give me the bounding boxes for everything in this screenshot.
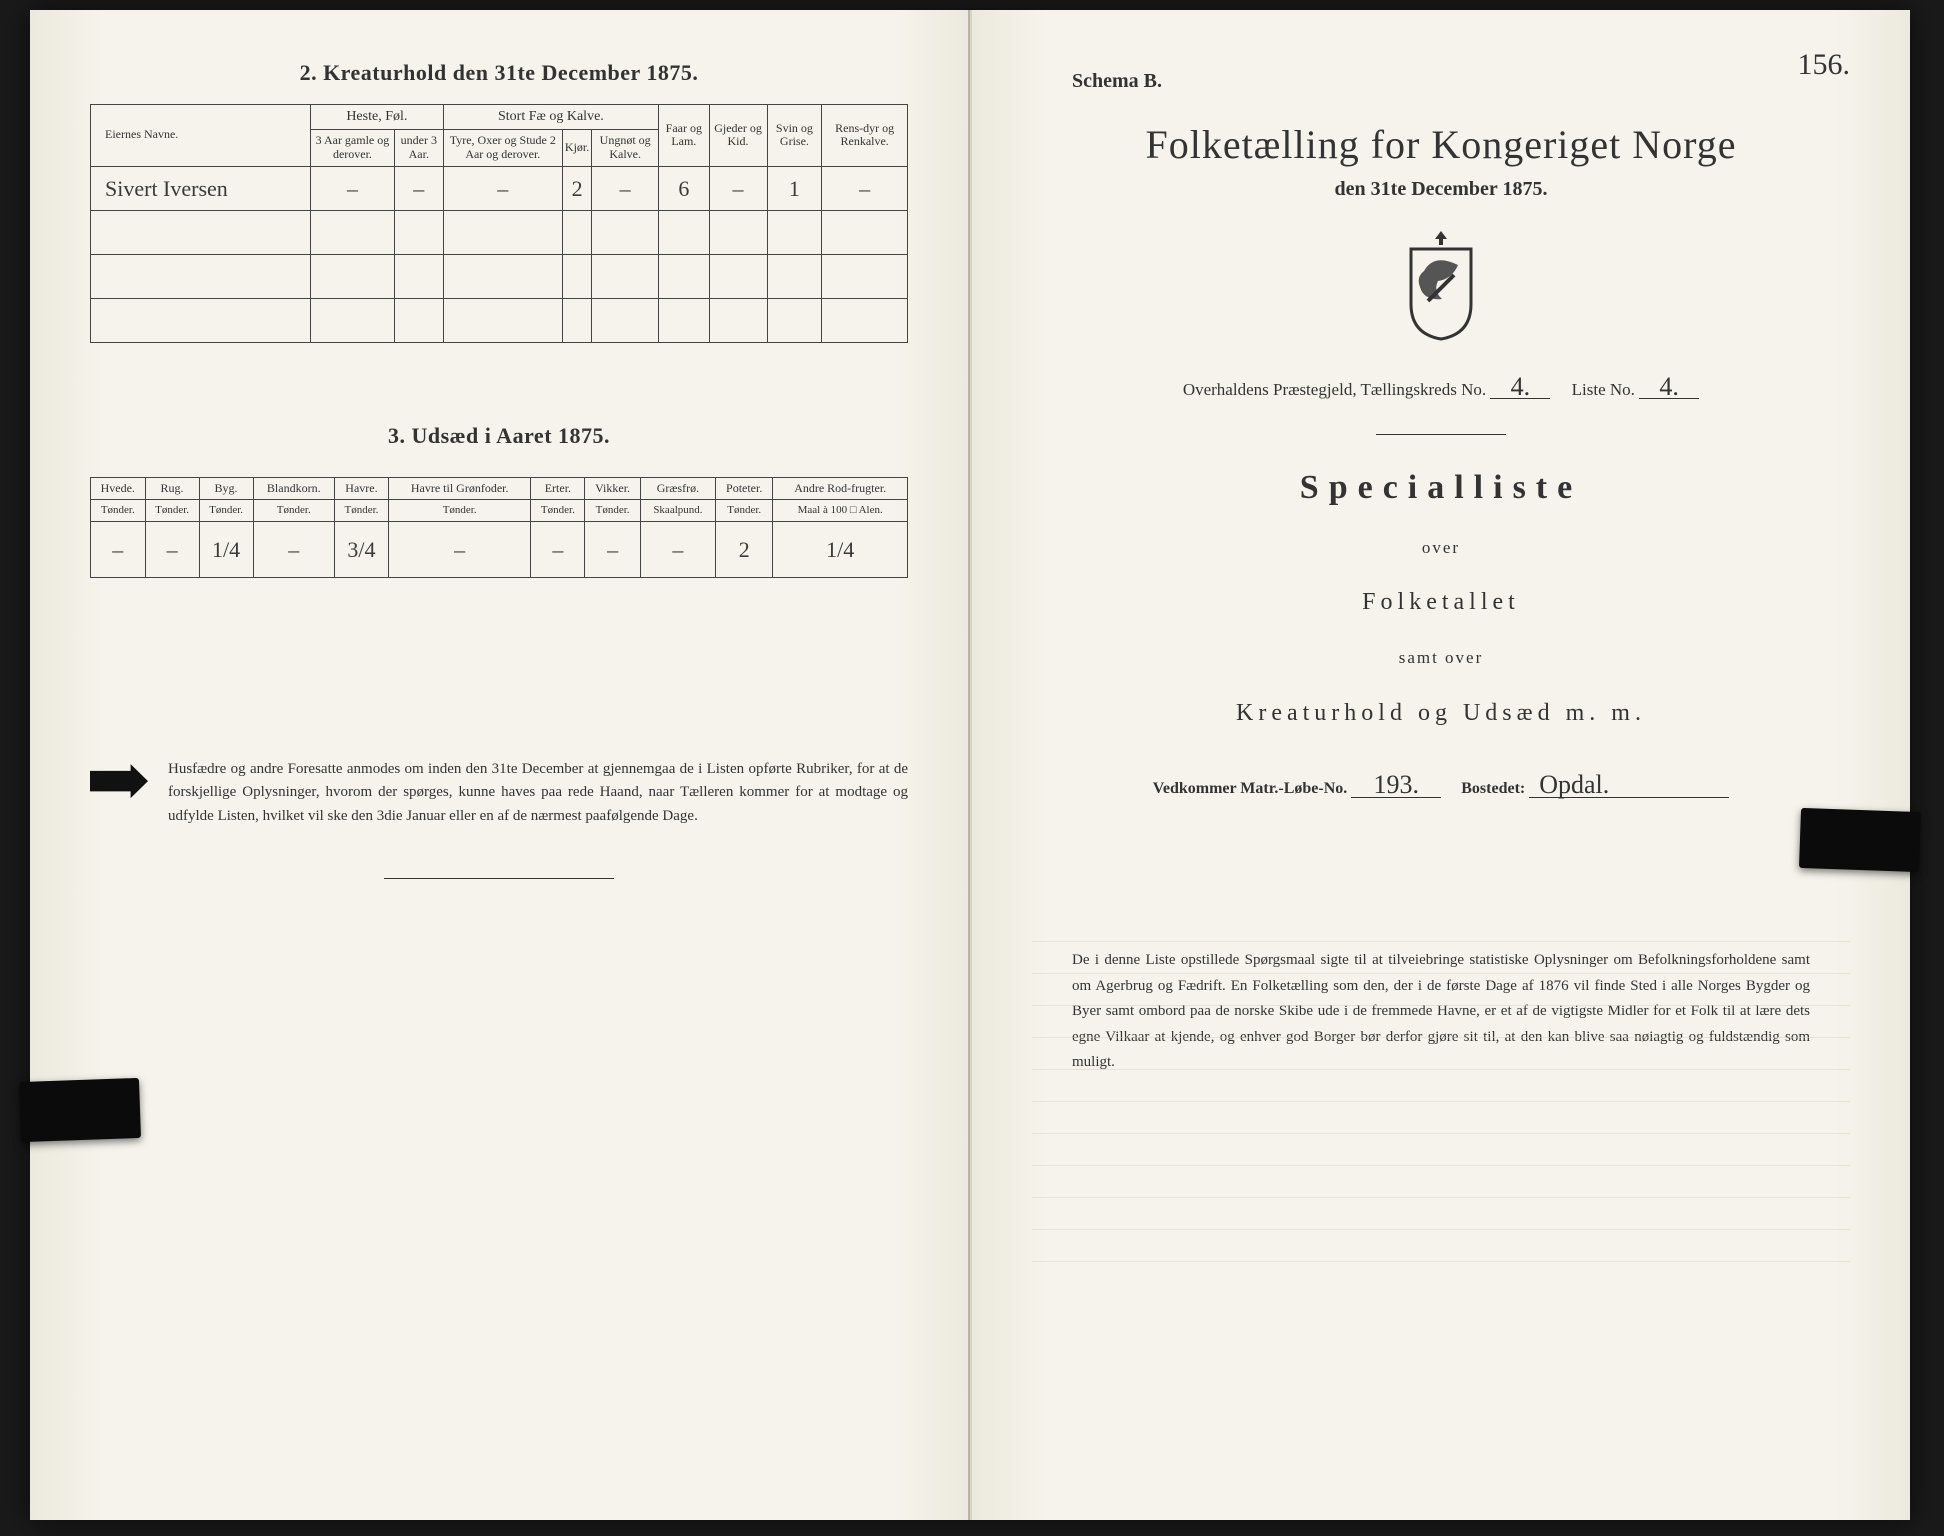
seed-col: Blandkorn.: [253, 477, 334, 500]
district-label: Overhaldens Præstegjeld, Tællingskreds N…: [1183, 380, 1486, 399]
seed-unit: Tønder.: [334, 500, 388, 522]
main-title: Folketælling for Kongeriget Norge: [1032, 121, 1850, 168]
seed-unit: Tønder.: [253, 500, 334, 522]
kreaturhold-table: Eiernes Navne. Heste, Føl. Stort Fæ og K…: [90, 104, 908, 343]
cell: –: [443, 166, 562, 210]
cell: 2: [562, 166, 591, 210]
table-row: [91, 254, 908, 298]
cell: 6: [659, 166, 709, 210]
bosted-value: Opdal.: [1529, 773, 1729, 797]
seed-unit: Tønder.: [716, 500, 773, 522]
col-svin: Svin og Grise.: [767, 105, 822, 167]
district-line: Overhaldens Præstegjeld, Tællingskreds N…: [1032, 375, 1850, 400]
seed-col: Erter.: [531, 477, 585, 500]
seed-col: Rug.: [145, 477, 199, 500]
col-heste-a: 3 Aar gamle og derover.: [311, 130, 395, 167]
seed-unit: Tønder.: [91, 500, 146, 522]
table-row: [91, 298, 908, 342]
seed-header-row: Hvede. Rug. Byg. Blandkorn. Havre. Havre…: [91, 477, 908, 500]
page-number: 156.: [1798, 48, 1851, 82]
schema-label: Schema B.: [1072, 70, 1850, 93]
over-label: over: [1422, 538, 1460, 557]
table-row: [91, 210, 908, 254]
cell: 2: [716, 522, 773, 578]
col-stor-c: Ungnøt og Kalve.: [592, 130, 659, 167]
cell: 3/4: [334, 522, 388, 578]
photo-clip-icon: [1799, 808, 1921, 872]
bottom-paragraph: De i denne Liste opstillede Spørgsmaal s…: [1072, 948, 1810, 1076]
seed-unit: Tønder.: [199, 500, 253, 522]
coat-of-arms-icon: [1396, 231, 1486, 341]
seed-unit: Tønder.: [585, 500, 640, 522]
divider-rule: [1376, 434, 1506, 435]
pointing-hand-icon: [90, 764, 148, 798]
col-gjeder: Gjeder og Kid.: [709, 105, 767, 167]
seed-unit: Tønder.: [531, 500, 585, 522]
matr-value: 193.: [1351, 773, 1441, 797]
cell: –: [91, 522, 146, 578]
left-page: 2. Kreaturhold den 31te December 1875. E…: [30, 10, 970, 1520]
cell: –: [640, 522, 715, 578]
col-owner: Eiernes Navne.: [91, 105, 311, 167]
seed-col: Vikker.: [585, 477, 640, 500]
cell: 1: [767, 166, 822, 210]
bosted-label: Bostedet:: [1461, 780, 1525, 797]
section3-title: 3. Udsæd i Aaret 1875.: [90, 423, 908, 449]
col-heste-b: under 3 Aar.: [394, 130, 443, 167]
table-row: Sivert Iversen – – – 2 – 6 – 1 –: [91, 166, 908, 210]
cell: –: [145, 522, 199, 578]
cell: –: [311, 166, 395, 210]
col-rens: Rens-dyr og Renkalve.: [822, 105, 908, 167]
table-row: – – 1/4 – 3/4 – – – – 2 1/4: [91, 522, 908, 578]
cell: –: [394, 166, 443, 210]
seed-unit: Maal à 100 □ Alen.: [773, 500, 908, 522]
cell: –: [253, 522, 334, 578]
liste-label: Liste No.: [1572, 380, 1635, 399]
seed-unit: Skaalpund.: [640, 500, 715, 522]
section2-title: 2. Kreaturhold den 31te December 1875.: [90, 60, 908, 86]
sub-block: over Folketallet samt over Kreaturhold o…: [1032, 529, 1850, 739]
sub-date: den 31te December 1875.: [1032, 178, 1850, 201]
footnote-text: Husfædre og andre Foresatte anmodes om i…: [168, 758, 908, 828]
seed-col: Poteter.: [716, 477, 773, 500]
cell: –: [388, 522, 530, 578]
samt-over-label: samt over: [1399, 648, 1484, 667]
cell: 1/4: [199, 522, 253, 578]
col-stor-b: Kjør.: [562, 130, 591, 167]
folketallet-label: Folketallet: [1032, 576, 1850, 629]
right-page: 156. Schema B. Folketælling for Kongerig…: [970, 10, 1910, 1520]
colgroup-heste: Heste, Føl.: [311, 105, 444, 130]
seed-unit-row: Tønder. Tønder. Tønder. Tønder. Tønder. …: [91, 500, 908, 522]
matr-label: Vedkommer Matr.-Løbe-No.: [1153, 780, 1348, 797]
liste-value: 4.: [1639, 375, 1699, 399]
footnote-block: Husfædre og andre Foresatte anmodes om i…: [90, 758, 908, 828]
cell: –: [592, 166, 659, 210]
tallingskreds-value: 4.: [1490, 375, 1550, 399]
seed-unit: Tønder.: [388, 500, 530, 522]
seed-col: Havre.: [334, 477, 388, 500]
cell: –: [585, 522, 640, 578]
colgroup-storfae: Stort Fæ og Kalve.: [443, 105, 658, 130]
col-faar: Faar og Lam.: [659, 105, 709, 167]
kreaturhold-label: Kreaturhold og Udsæd m. m.: [1032, 687, 1850, 740]
end-rule: [384, 878, 614, 879]
col-stor-a: Tyre, Oxer og Stude 2 Aar og derover.: [443, 130, 562, 167]
seed-col: Hvede.: [91, 477, 146, 500]
seed-unit: Tønder.: [145, 500, 199, 522]
matr-line: Vedkommer Matr.-Løbe-No. 193. Bostedet: …: [1032, 773, 1850, 798]
cell: –: [822, 166, 908, 210]
owner-name: Sivert Iversen: [91, 166, 311, 210]
book-spread: 2. Kreaturhold den 31te December 1875. E…: [30, 10, 1910, 1520]
seed-col: Byg.: [199, 477, 253, 500]
photo-clip-icon: [19, 1078, 141, 1142]
seed-col: Andre Rod-frugter.: [773, 477, 908, 500]
specialliste-title: Specialliste: [1032, 469, 1850, 507]
udsaed-table: Hvede. Rug. Byg. Blandkorn. Havre. Havre…: [90, 477, 908, 578]
cell: –: [709, 166, 767, 210]
cell: –: [531, 522, 585, 578]
seed-col: Græsfrø.: [640, 477, 715, 500]
cell: 1/4: [773, 522, 908, 578]
seed-col: Havre til Grønfoder.: [388, 477, 530, 500]
